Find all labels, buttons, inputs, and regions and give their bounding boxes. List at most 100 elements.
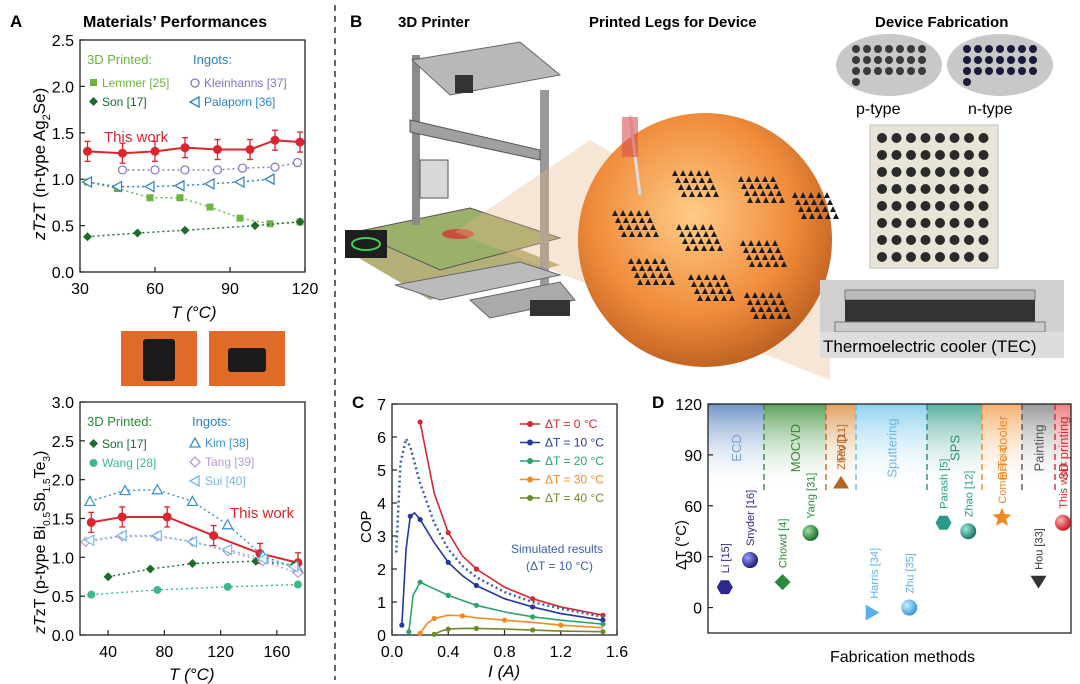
- device-leg: [920, 133, 931, 143]
- printed-leg: [714, 238, 720, 244]
- marker: [473, 602, 479, 608]
- marker-triangle-up: [151, 483, 164, 495]
- marker-diamond: [188, 559, 197, 569]
- point-diamond: [774, 574, 791, 591]
- point-label: Commercial: [997, 445, 1009, 504]
- printed-leg: [792, 192, 798, 198]
- chart-a-bottom-ylabel: zTzT (p-type Bi0.5Sb1.5Te3): [32, 451, 53, 635]
- printed-leg: [650, 272, 656, 278]
- ntype-dot: [963, 56, 971, 64]
- y-tick-label: 3.0: [52, 395, 74, 412]
- printed-leg: [720, 274, 726, 280]
- ntype-dot: [1029, 56, 1037, 64]
- printed-leg: [669, 279, 675, 285]
- printed-leg: [762, 254, 768, 260]
- y-tick-label: 2.0: [52, 79, 74, 96]
- legend-label: ΔT = 30 °C: [545, 473, 604, 487]
- printed-leg: [650, 224, 656, 230]
- chart-a-bottom-legend-ingots: Ingots:: [192, 414, 231, 429]
- panel-a-title: Materials’ Performances: [83, 14, 267, 31]
- printed-leg: [754, 254, 760, 260]
- marker-pentagon: [223, 582, 232, 591]
- x-tick-label: 0.8: [493, 644, 515, 661]
- printed-leg: [644, 258, 650, 264]
- printer-motor: [455, 75, 473, 93]
- point-hexagon: [935, 515, 952, 530]
- marker-hexagon: [237, 163, 248, 173]
- panel-label-b: B: [350, 12, 362, 31]
- legend-marker: [527, 476, 533, 483]
- printed-leg: [778, 254, 784, 260]
- device-leg: [906, 235, 916, 245]
- chart-c-axes: 0.0 0.4 0.8 1.2 1.6 0 1 2 3 4 5 6 7: [377, 397, 628, 661]
- marker-triangle-left: [81, 175, 93, 189]
- printed-leg: [775, 247, 781, 253]
- marker-diamond: [103, 572, 113, 582]
- printed-leg: [817, 213, 823, 219]
- point-triangle-right: [865, 604, 880, 621]
- device-leg: [935, 133, 945, 143]
- printed-leg: [637, 231, 643, 237]
- device-leg: [877, 201, 887, 211]
- printed-leg: [647, 217, 653, 223]
- marker: [417, 579, 423, 585]
- printed-leg: [770, 254, 776, 260]
- printed-leg: [707, 281, 713, 287]
- device-array-grid: [877, 133, 989, 262]
- device-leg: [964, 235, 974, 245]
- marker: [417, 419, 423, 425]
- ntype-dot: [985, 56, 993, 64]
- point-label: Zhao [11]: [836, 424, 848, 470]
- ptype-dot: [885, 56, 893, 64]
- device-leg: [877, 133, 887, 143]
- printed-leg: [779, 197, 785, 203]
- series-line: [408, 581, 604, 632]
- printed-leg: [678, 184, 684, 190]
- printed-leg: [770, 176, 776, 182]
- printed-leg: [705, 295, 711, 301]
- device-leg: [949, 167, 960, 177]
- printed-leg: [702, 288, 708, 294]
- ptype-dot: [852, 56, 860, 64]
- printed-leg: [758, 306, 764, 312]
- printer-control-ring: [351, 237, 381, 251]
- printed-leg: [628, 210, 634, 216]
- panel-label-a: A: [10, 12, 22, 31]
- marker-triangle-up: [186, 495, 199, 507]
- y-tick-label: 4: [377, 496, 386, 513]
- panel-b-title-printer: 3D Printer: [398, 14, 470, 31]
- printed-leg: [808, 192, 814, 198]
- device-leg: [891, 150, 902, 160]
- chart-c-sim-label-1: Simulated results: [511, 542, 603, 556]
- marker: [431, 631, 437, 637]
- printed-leg: [822, 206, 828, 212]
- y-tick-label: 120: [675, 397, 702, 414]
- marker: [406, 629, 412, 635]
- legend-marker-tri-up: [188, 436, 202, 448]
- legend-marker: [527, 439, 533, 446]
- printed-leg: [766, 306, 772, 312]
- marker-square: [266, 220, 274, 228]
- printer-print-spot: [442, 229, 474, 239]
- sample-block-1: [143, 339, 175, 381]
- legend-marker-tri-left: [188, 474, 200, 488]
- chart-d-axes: 0 30 60 90 120: [675, 397, 713, 618]
- ptype-photo: [836, 34, 942, 96]
- printed-leg: [767, 247, 773, 253]
- panel-label-d: D: [652, 393, 664, 412]
- printed-leg: [694, 184, 700, 190]
- printed-leg: [655, 265, 661, 271]
- marker-square: [176, 194, 184, 202]
- marker-circle: [245, 145, 255, 155]
- device-leg: [964, 201, 974, 211]
- printed-leg: [744, 190, 750, 196]
- device-leg: [949, 133, 960, 143]
- chart-a-bottom-legend-wang: Wang [28]: [89, 456, 156, 470]
- device-leg: [964, 150, 974, 160]
- marker-hexagon: [212, 165, 223, 175]
- ptype-dot: [896, 67, 904, 75]
- device-leg: [906, 252, 916, 262]
- device-leg: [920, 167, 931, 177]
- marker: [399, 622, 405, 628]
- printed-leg: [750, 306, 756, 312]
